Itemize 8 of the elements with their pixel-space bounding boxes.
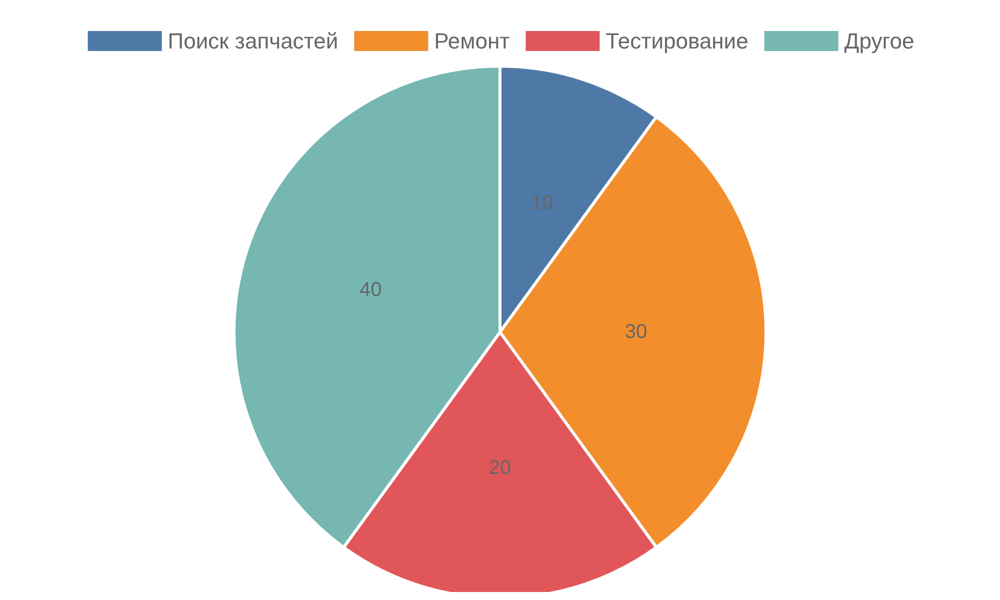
legend-label: Поиск запчастей <box>168 28 338 54</box>
data-label: 10 <box>530 192 554 214</box>
data-label: 40 <box>360 279 382 302</box>
legend-label: Другое <box>844 28 914 54</box>
data-label: 20 <box>488 457 512 480</box>
data-label: 30 <box>624 321 648 344</box>
legend-label: Ремонт <box>434 28 510 54</box>
legend-label: Тестирование <box>606 28 748 54</box>
